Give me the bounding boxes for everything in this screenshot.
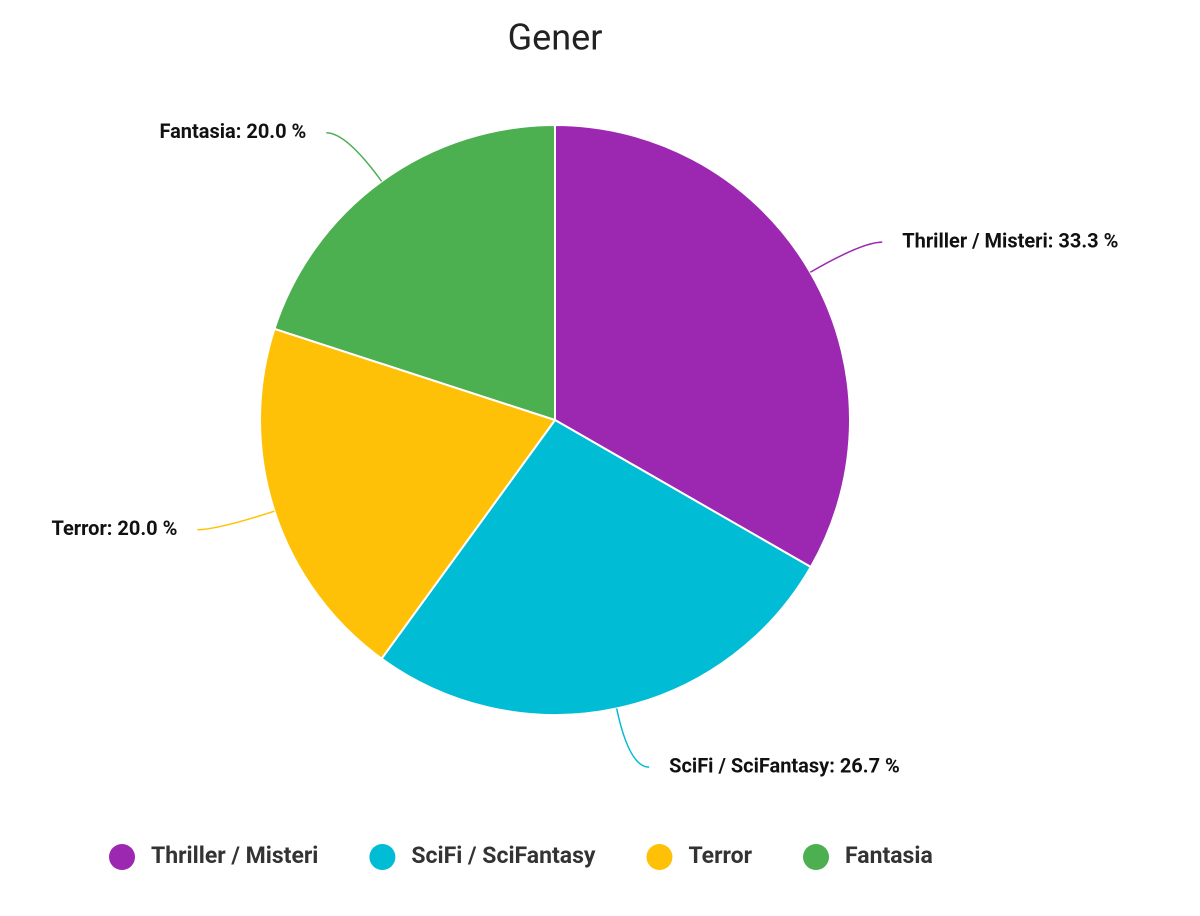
leader-line — [197, 510, 275, 531]
leader-line — [326, 132, 383, 182]
pie-slice — [380, 418, 813, 716]
data-label: Fantasia: 20.0 % — [159, 119, 306, 143]
legend-label: Terror — [688, 842, 752, 869]
legend-marker — [646, 844, 673, 870]
chart-title: Gener — [508, 17, 603, 59]
data-label: Terror: 20.0 % — [52, 516, 178, 540]
legend-label: Thriller / Misteri — [151, 842, 318, 869]
data-label: SciFi / SciFantasy: 26.7 % — [669, 753, 900, 777]
leader-line — [809, 241, 883, 273]
data-label: Thriller / Misteri: 33.3 % — [902, 228, 1118, 252]
legend-marker — [109, 844, 135, 870]
legend-label: Fantasia — [845, 842, 933, 869]
legend-marker — [803, 844, 830, 870]
legend-label: SciFi / SciFantasy — [411, 842, 595, 869]
leader-line — [615, 708, 650, 768]
legend-marker — [369, 844, 396, 870]
